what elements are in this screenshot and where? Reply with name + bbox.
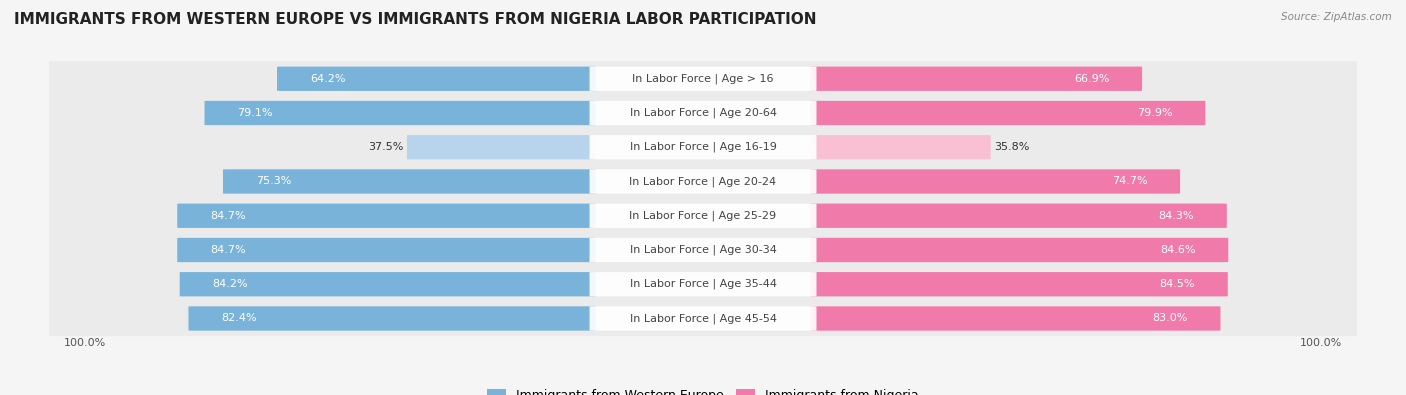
Text: 84.7%: 84.7% xyxy=(209,245,246,255)
FancyBboxPatch shape xyxy=(589,238,817,262)
FancyBboxPatch shape xyxy=(810,272,1227,296)
Text: 84.5%: 84.5% xyxy=(1160,279,1195,289)
Text: 35.8%: 35.8% xyxy=(994,142,1029,152)
FancyBboxPatch shape xyxy=(204,101,596,125)
Text: 75.3%: 75.3% xyxy=(256,177,291,186)
Text: Source: ZipAtlas.com: Source: ZipAtlas.com xyxy=(1281,12,1392,22)
Text: 84.2%: 84.2% xyxy=(212,279,247,289)
Text: In Labor Force | Age 20-24: In Labor Force | Age 20-24 xyxy=(630,176,776,187)
Text: In Labor Force | Age 35-44: In Labor Force | Age 35-44 xyxy=(630,279,776,290)
FancyBboxPatch shape xyxy=(810,203,1227,228)
Text: 84.3%: 84.3% xyxy=(1159,211,1194,221)
FancyBboxPatch shape xyxy=(49,198,1357,233)
Text: 100.0%: 100.0% xyxy=(63,338,107,348)
Text: In Labor Force | Age > 16: In Labor Force | Age > 16 xyxy=(633,73,773,84)
Text: 83.0%: 83.0% xyxy=(1153,314,1188,324)
FancyBboxPatch shape xyxy=(810,169,1180,194)
Text: 66.9%: 66.9% xyxy=(1074,74,1109,84)
FancyBboxPatch shape xyxy=(49,301,1357,336)
Text: 79.9%: 79.9% xyxy=(1137,108,1173,118)
Text: In Labor Force | Age 16-19: In Labor Force | Age 16-19 xyxy=(630,142,776,152)
FancyBboxPatch shape xyxy=(810,67,1142,91)
Text: In Labor Force | Age 45-54: In Labor Force | Age 45-54 xyxy=(630,313,776,324)
FancyBboxPatch shape xyxy=(810,238,1229,262)
Text: IMMIGRANTS FROM WESTERN EUROPE VS IMMIGRANTS FROM NIGERIA LABOR PARTICIPATION: IMMIGRANTS FROM WESTERN EUROPE VS IMMIGR… xyxy=(14,12,817,27)
Text: 79.1%: 79.1% xyxy=(238,108,273,118)
FancyBboxPatch shape xyxy=(589,203,817,228)
FancyBboxPatch shape xyxy=(177,238,596,262)
FancyBboxPatch shape xyxy=(277,67,596,91)
FancyBboxPatch shape xyxy=(180,272,596,296)
FancyBboxPatch shape xyxy=(49,95,1357,131)
FancyBboxPatch shape xyxy=(224,169,596,194)
Text: In Labor Force | Age 20-64: In Labor Force | Age 20-64 xyxy=(630,108,776,118)
FancyBboxPatch shape xyxy=(188,307,596,331)
Text: 100.0%: 100.0% xyxy=(1299,338,1343,348)
FancyBboxPatch shape xyxy=(810,135,991,160)
Text: 64.2%: 64.2% xyxy=(309,74,346,84)
FancyBboxPatch shape xyxy=(49,61,1357,96)
FancyBboxPatch shape xyxy=(49,130,1357,165)
Text: 84.6%: 84.6% xyxy=(1160,245,1195,255)
FancyBboxPatch shape xyxy=(177,203,596,228)
FancyBboxPatch shape xyxy=(589,101,817,125)
Text: 37.5%: 37.5% xyxy=(368,142,404,152)
FancyBboxPatch shape xyxy=(810,101,1205,125)
Text: 84.7%: 84.7% xyxy=(209,211,246,221)
FancyBboxPatch shape xyxy=(589,272,817,296)
FancyBboxPatch shape xyxy=(589,135,817,160)
Text: In Labor Force | Age 25-29: In Labor Force | Age 25-29 xyxy=(630,211,776,221)
FancyBboxPatch shape xyxy=(49,232,1357,268)
FancyBboxPatch shape xyxy=(406,135,596,160)
FancyBboxPatch shape xyxy=(49,267,1357,302)
Text: 74.7%: 74.7% xyxy=(1112,177,1147,186)
FancyBboxPatch shape xyxy=(589,67,817,91)
FancyBboxPatch shape xyxy=(810,307,1220,331)
Text: 82.4%: 82.4% xyxy=(221,314,257,324)
FancyBboxPatch shape xyxy=(589,307,817,331)
Legend: Immigrants from Western Europe, Immigrants from Nigeria: Immigrants from Western Europe, Immigran… xyxy=(482,384,924,395)
FancyBboxPatch shape xyxy=(49,164,1357,199)
Text: In Labor Force | Age 30-34: In Labor Force | Age 30-34 xyxy=(630,245,776,255)
FancyBboxPatch shape xyxy=(589,169,817,194)
